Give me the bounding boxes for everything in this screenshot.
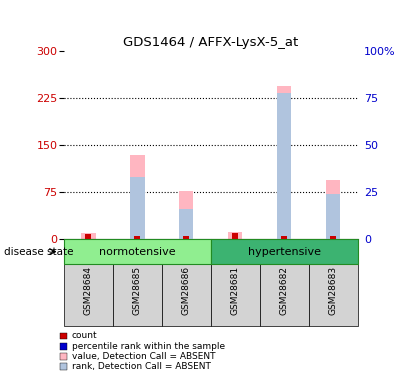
Text: disease state: disease state [4,247,74,256]
Text: GSM28685: GSM28685 [133,266,142,315]
Bar [179,191,194,239]
Bar [277,93,291,239]
Bar [60,333,67,339]
Text: hypertensive: hypertensive [247,247,321,256]
Bar [134,236,141,239]
Text: GSM28682: GSM28682 [279,266,289,315]
Bar [179,209,194,239]
Text: GSM28681: GSM28681 [231,266,240,315]
Text: GSM28684: GSM28684 [84,266,93,315]
Bar [183,236,189,239]
Bar [130,177,145,239]
Bar [326,180,340,239]
Title: GDS1464 / AFFX-LysX-5_at: GDS1464 / AFFX-LysX-5_at [123,36,298,49]
Bar [64,264,113,326]
Bar [232,232,238,239]
Bar [64,239,210,264]
Bar [309,264,358,326]
Text: rank, Detection Call = ABSENT: rank, Detection Call = ABSENT [72,362,211,371]
Text: count: count [72,332,97,340]
Bar [281,236,287,239]
Bar [60,353,67,360]
Bar [326,194,340,239]
Text: GSM28683: GSM28683 [328,266,337,315]
Bar [211,239,358,264]
Bar [228,232,242,239]
Bar [113,264,162,326]
Bar [130,154,145,239]
Bar [85,234,92,239]
Bar [330,236,336,239]
Text: GSM28686: GSM28686 [182,266,191,315]
Text: percentile rank within the sample: percentile rank within the sample [72,342,225,351]
Bar [81,232,95,239]
Bar [60,363,67,370]
Bar [60,343,67,350]
Text: value, Detection Call = ABSENT: value, Detection Call = ABSENT [72,352,215,361]
Bar [260,264,309,326]
Bar [277,86,291,239]
Bar [211,264,260,326]
Text: normotensive: normotensive [99,247,175,256]
Bar [162,264,211,326]
